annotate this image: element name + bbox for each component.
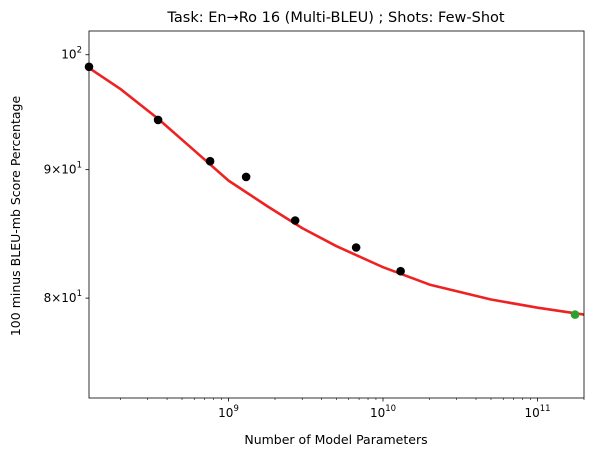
fit-line bbox=[89, 66, 584, 316]
data-point bbox=[153, 115, 163, 125]
x-tick-label: 1010 bbox=[370, 404, 396, 420]
plot-area: 109 1010 1011 8×101 9×101 102 bbox=[44, 30, 585, 420]
data-point bbox=[396, 266, 405, 276]
x-axis-label: Number of Model Parameters bbox=[244, 432, 427, 447]
data-point bbox=[351, 243, 361, 252]
axes-frame bbox=[88, 30, 585, 399]
data-point bbox=[290, 216, 300, 225]
data-point bbox=[241, 172, 251, 182]
y-tick-label: 8×101 bbox=[44, 289, 82, 305]
chart-title: Task: En→Ro 16 (Multi-BLEU) ; Shots: Few… bbox=[166, 10, 504, 26]
y-axis-label: 100 minus BLEU-mb Score Percentage bbox=[8, 96, 23, 337]
y-tick-label: 102 bbox=[61, 46, 82, 62]
data-point bbox=[205, 156, 215, 166]
y-tick-label: 9×101 bbox=[44, 161, 82, 177]
x-tick-label: 1011 bbox=[524, 404, 550, 420]
x-tick-label: 109 bbox=[218, 404, 239, 420]
target-point bbox=[570, 310, 580, 319]
